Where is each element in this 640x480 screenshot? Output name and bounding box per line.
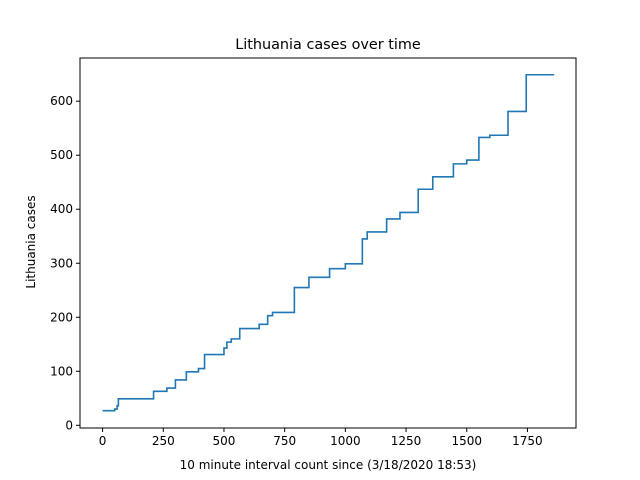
plot-area [102,73,555,412]
x-tick-label: 1000 [330,434,361,448]
x-tick-label: 0 [99,434,107,448]
x-tick-label: 500 [213,434,236,448]
y-tick-label: 300 [50,256,73,270]
axes-frame [79,57,577,429]
y-tick-label: 200 [50,310,73,324]
x-tick-label: 750 [273,434,296,448]
y-tick-label: 100 [50,364,73,378]
x-axis-ticks: 0 250 500 750 1000 1250 1500 1750 [99,428,543,448]
y-tick-label: 600 [50,94,73,108]
x-tick-label: 1750 [512,434,543,448]
chart-title: Lithuania cases over time [235,37,421,53]
x-tick-label: 1250 [391,434,422,448]
y-tick-label: 0 [65,418,73,432]
x-tick-label: 250 [152,434,175,448]
y-tick-label: 400 [50,202,73,216]
y-tick-label: 500 [50,148,73,162]
x-tick-label: 1500 [451,434,482,448]
y-axis-ticks: 0 100 200 300 400 500 600 [50,94,80,432]
series-line-0 [102,73,555,412]
y-axis-label: Lithuania cases [24,195,38,288]
x-axis-label: 10 minute interval count since (3/18/202… [180,458,477,472]
